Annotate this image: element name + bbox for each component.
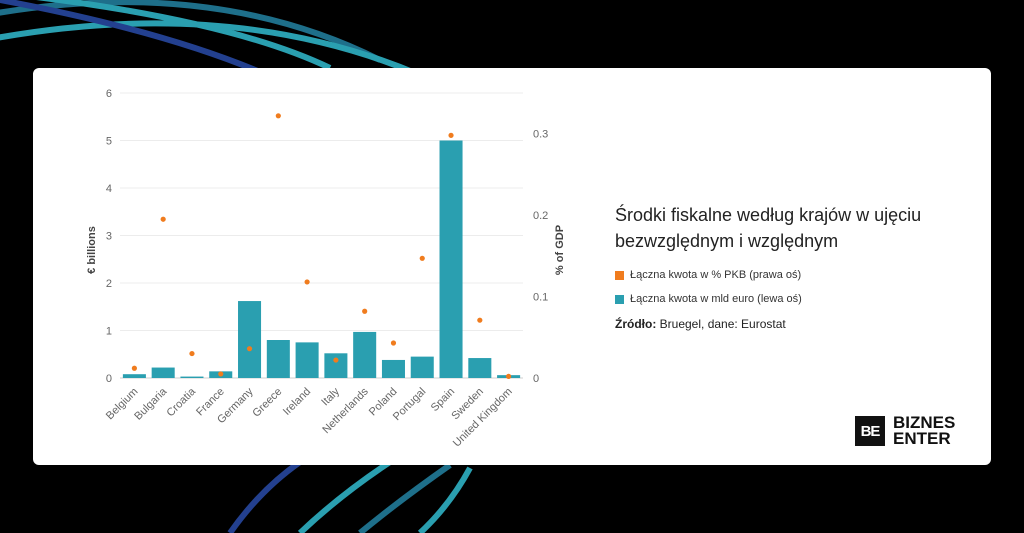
combo-chart: 0 1 2 3 4 5 6 0 0.1 0.2 0.3 BelgiumBulgariaCroati… <box>86 88 566 449</box>
bizneszenter-logo: BE BIZNES ENTER <box>855 413 956 448</box>
dot <box>448 132 454 138</box>
y-tick-label: 3 <box>106 231 112 243</box>
dot <box>506 373 512 379</box>
x-tick-label: Croatia <box>165 385 199 419</box>
x-tick-label: Ireland <box>281 386 313 418</box>
dot <box>160 216 166 222</box>
bar <box>324 353 348 378</box>
side-panel: Środki fiskalne według krajów w ujęciu b… <box>615 202 975 331</box>
y-tick-label: 1 <box>106 326 112 338</box>
x-tick-label: Bulgaria <box>132 385 170 423</box>
legend-item-gdp: Łączna kwota w % PKB (prawa oś) <box>615 269 975 281</box>
source-text: Bruegel, dane: Eurostat <box>656 317 786 331</box>
x-tick-label: Italy <box>319 385 342 408</box>
chart-title-line1: Środki fiskalne według krajów w ujęciu <box>615 205 922 225</box>
legend-swatch-billion <box>615 294 624 304</box>
legend-label-gdp: Łączna kwota w % PKB (prawa oś) <box>630 269 802 281</box>
y-tick-label: 2 <box>106 278 112 290</box>
bar <box>266 340 290 378</box>
source-note: Źródło: Bruegel, dane: Eurostat <box>615 317 975 331</box>
bar <box>122 374 146 378</box>
y-tick-label: 4 <box>106 183 112 195</box>
dot <box>362 308 368 314</box>
bar <box>180 376 204 378</box>
chart-card: 0 1 2 3 4 5 6 0 0.1 0.2 0.3 Belgium Bulgaria Croati… <box>33 68 991 465</box>
y-axis-title: € billions <box>86 226 98 274</box>
dot-series <box>131 113 512 379</box>
bar <box>468 358 492 378</box>
logo-wordmark: BIZNES ENTER <box>893 413 956 448</box>
bar <box>353 331 377 378</box>
dot <box>218 371 224 377</box>
logo-line1: BIZNES <box>893 413 956 432</box>
bar <box>151 367 175 378</box>
chart-title: Środki fiskalne według krajów w ujęciu b… <box>615 202 975 254</box>
dot <box>304 279 310 285</box>
y-tick-label: 6 <box>106 88 112 100</box>
x-tick-label: Greece <box>250 386 284 420</box>
left-axis-ticks: 0 1 2 3 4 5 6 <box>106 88 112 385</box>
bar-series <box>122 140 521 378</box>
legend-swatch-gdp <box>615 270 624 280</box>
y2-axis-title: % of GDP <box>554 225 566 275</box>
dot <box>246 346 253 352</box>
source-label: Źródło: <box>615 317 657 331</box>
dot <box>275 113 281 119</box>
y2-tick-label: 0 <box>533 373 539 385</box>
y2-tick-label: 0.2 <box>533 210 548 222</box>
y2-tick-label: 0.3 <box>533 129 548 141</box>
dot <box>333 357 339 363</box>
x-axis-ticks: BelgiumBulgariaCroatiaFranceGermanyGreec… <box>104 385 515 449</box>
bar <box>295 342 319 378</box>
right-axis-ticks: 0 0.1 0.2 0.3 <box>533 129 548 385</box>
dot <box>477 317 483 323</box>
chart-title-line2: bezwzględnym i względnym <box>615 231 839 251</box>
bar <box>381 359 405 378</box>
y-tick-label: 5 <box>106 136 112 148</box>
y2-tick-label: 0.1 <box>533 292 548 304</box>
legend-label-billion: Łączna kwota w mld euro (lewa oś) <box>630 293 802 305</box>
logo-mark: BE <box>855 416 885 446</box>
bar <box>410 356 434 378</box>
dot <box>189 350 195 357</box>
dot <box>419 255 425 261</box>
legend-item-billion: Łączna kwota w mld euro (lewa oś) <box>615 293 975 305</box>
bar <box>439 140 463 378</box>
bar <box>238 301 262 378</box>
dot <box>131 365 137 371</box>
logo-line2: ENTER <box>893 429 951 448</box>
dot <box>390 340 397 346</box>
y-tick-label: 0 <box>106 373 112 385</box>
